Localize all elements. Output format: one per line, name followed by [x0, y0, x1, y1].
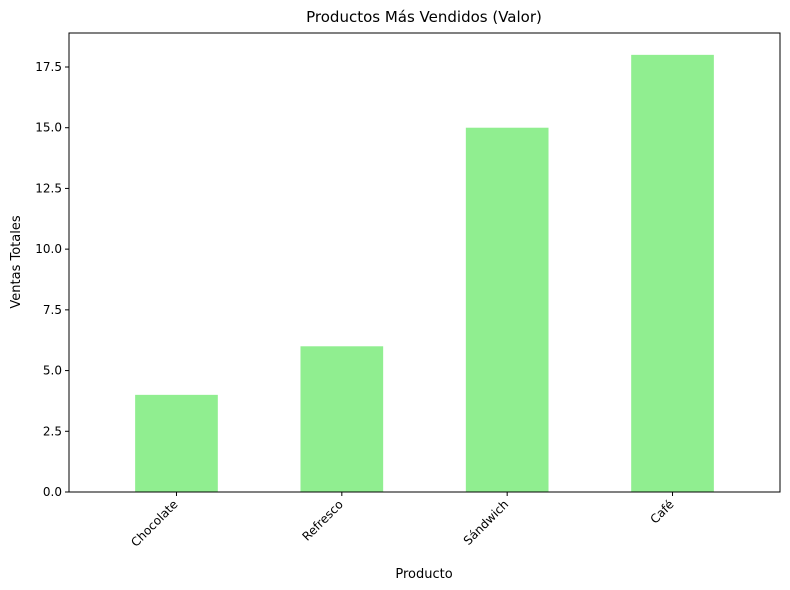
y-tick-label: 17.5	[35, 60, 62, 74]
y-tick-label: 15.0	[35, 121, 62, 135]
y-tick-label: 0.0	[43, 485, 62, 499]
y-tick-label: 10.0	[35, 242, 62, 256]
bar-sándwich	[465, 127, 549, 492]
y-axis-label: Ventas Totales	[9, 215, 24, 308]
chart-title: Productos Más Vendidos (Valor)	[306, 8, 542, 26]
plot-frame	[68, 32, 781, 493]
bar-chocolate	[135, 394, 218, 492]
bar-refresco	[300, 346, 384, 492]
y-axis-ticks: 0.0 2.5 5.0 7.5 10.0 12.5 15.0 17.5	[35, 60, 69, 499]
y-tick-label: 12.5	[35, 181, 62, 195]
y-tick-label: 5.0	[43, 364, 62, 378]
x-tick-label: Café	[647, 497, 676, 526]
bars-group	[135, 54, 714, 492]
x-tick-label: Sándwich	[461, 497, 512, 548]
y-tick-label: 7.5	[43, 303, 62, 317]
y-tick-label: 2.5	[43, 424, 62, 438]
x-tick-label: Refresco	[300, 497, 346, 543]
x-axis-label: Producto	[395, 567, 452, 582]
x-tick-label: Chocolate	[128, 497, 180, 549]
x-axis-ticks: Chocolate Refresco Sándwich Café	[128, 492, 677, 550]
bar-café	[631, 54, 714, 492]
